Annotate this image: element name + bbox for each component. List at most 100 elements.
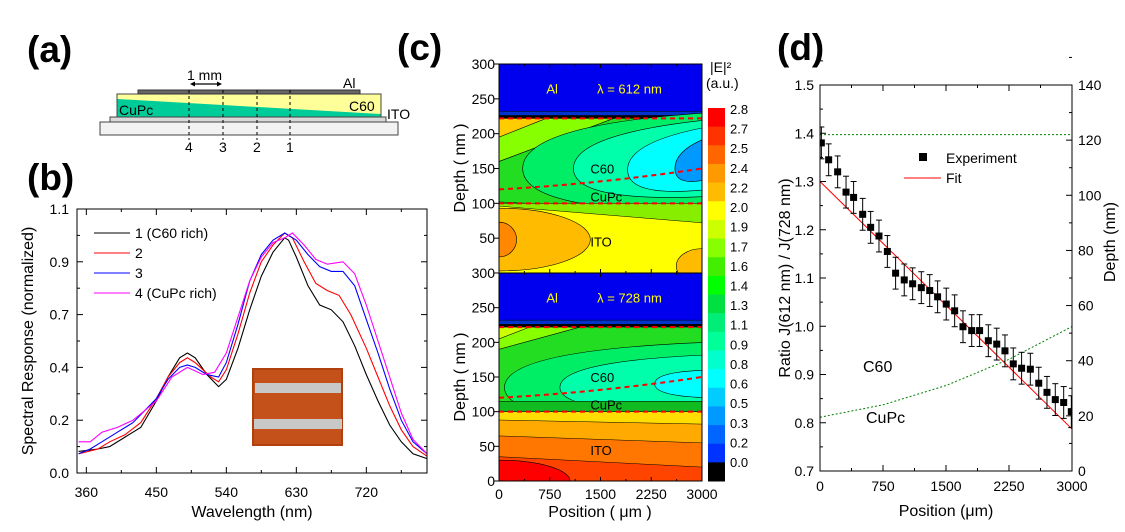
experiment-point — [934, 293, 942, 301]
d-plot-frame — [819, 84, 1073, 472]
legend-experiment-label: Experiment — [946, 150, 1017, 166]
colorbar-tick-label: 0.8 — [730, 357, 748, 372]
colorbar-band — [708, 294, 725, 314]
colorbar-tick-label: 2.0 — [730, 200, 748, 215]
colorbar-tick-label: 0.2 — [730, 435, 748, 450]
colorbar-unit: (a.u.) — [706, 75, 739, 91]
c60-cupc-interface-line — [499, 376, 702, 399]
map-612nm — [499, 64, 702, 273]
d-y-tick-label: 1.3 — [795, 174, 815, 190]
experiment-point — [1009, 360, 1017, 368]
map-top-ito-label: ITO — [590, 235, 611, 250]
ratio-chart: Ratio J(612 nm) / J(728 nm) Depth (nm) P… — [777, 56, 1119, 520]
colorbar-band — [708, 462, 725, 482]
colorbar-tick-label: 1.7 — [730, 239, 748, 254]
photo-film — [254, 370, 341, 444]
c-y-tick-label: 100 — [472, 195, 496, 211]
d-x-axis-label: Position (μm) — [899, 503, 994, 520]
position-4-label: 4 — [185, 139, 193, 155]
colorbar-tick-label: 1.1 — [730, 318, 748, 333]
colorbar-band — [708, 238, 725, 258]
d-y-tick-label: 0.7 — [795, 463, 815, 479]
panel-label-a: (a) — [27, 29, 72, 70]
position-2-label: 2 — [253, 139, 261, 155]
c-y-tick-label: 100 — [472, 404, 496, 420]
c-x-tick-label: 750 — [538, 486, 562, 502]
colorbar-tick-label: 1.9 — [730, 220, 748, 235]
colorbar-tick-label: 0.9 — [730, 337, 748, 352]
arrow-head-right-icon — [217, 81, 222, 87]
c60-label: C60 — [349, 98, 375, 114]
d-y2-tick-label: 100 — [1078, 187, 1102, 203]
contour-band — [499, 118, 547, 138]
legend-label-3: 3 — [135, 265, 143, 281]
d-x-tick-label: 3000 — [1056, 478, 1087, 494]
map-top-c60-label: C60 — [590, 162, 614, 177]
colorbar-tick-label: 0.0 — [730, 455, 748, 470]
map-bottom-ito-label: ITO — [590, 443, 611, 458]
c-x-axis-label: Position ( μm ) — [548, 504, 651, 521]
colorbar-band — [708, 108, 725, 128]
c60-cupc-interface-line — [499, 167, 702, 191]
c-y-tick-label: 0 — [487, 473, 495, 489]
experiment-point — [820, 139, 825, 147]
d-y2-tick-label: 140 — [1078, 77, 1102, 93]
device-schematic: 1 mm Al C60 CuPc ITO 4 3 2 1 — [99, 67, 410, 155]
experiment-point — [942, 300, 950, 308]
colorbar-band — [708, 201, 725, 221]
contour-band — [499, 326, 530, 340]
colorbar-tick-label: 1.6 — [730, 259, 748, 274]
experiment-point — [993, 340, 1001, 348]
experiment-point — [909, 280, 917, 288]
colorbar-band — [708, 313, 725, 333]
experiment-point — [951, 307, 959, 315]
c-x-tick-label: 0 — [495, 486, 503, 502]
colorbar-band — [708, 443, 725, 463]
d-y-tick-label: 1.5 — [795, 77, 815, 93]
arrow-head-left-icon — [190, 81, 195, 87]
b-y-tick-label: 1.1 — [50, 201, 70, 217]
d-y-tick-label: 1.0 — [795, 318, 815, 334]
c-y-tick-label: 250 — [472, 300, 496, 316]
colorbar-band — [708, 331, 725, 351]
colorbar-band — [708, 275, 725, 295]
c60-cupc-interface-depth-line — [820, 326, 1072, 418]
experiment-point — [1018, 364, 1026, 372]
colorbar-band — [708, 406, 725, 426]
legend-label-1: 1 (C60 rich) — [135, 225, 208, 241]
colorbar-tick-label: 0.5 — [730, 396, 748, 411]
d-x-tick-label: 0 — [816, 478, 824, 494]
b-x-tick-label: 720 — [355, 484, 379, 500]
colorbar-band — [708, 425, 725, 445]
b-y-tick-label: 0.9 — [50, 254, 70, 270]
legend-experiment-marker — [919, 153, 927, 161]
d-plot-area — [820, 126, 1072, 430]
experiment-point — [1060, 398, 1068, 406]
colorbar-band — [708, 219, 725, 240]
d-y-tick-label: 1.4 — [795, 125, 815, 141]
experiment-point — [959, 323, 967, 331]
d-y2-tick-label: 80 — [1078, 242, 1094, 258]
c-x-tick-label: 3000 — [686, 486, 717, 502]
series-line-4 — [78, 232, 428, 455]
legend-label-2: 2 — [135, 245, 143, 261]
d-x-tick-label: 750 — [871, 478, 895, 494]
experiment-point — [1043, 388, 1051, 396]
c-y-tick-label: 150 — [472, 369, 496, 385]
d-c60-label: C60 — [863, 359, 892, 376]
colorbar-band — [708, 126, 725, 146]
legend-label-4: 4 (CuPc rich) — [135, 285, 217, 301]
colorbar-band — [708, 163, 725, 184]
al-interface-band — [499, 111, 702, 116]
colorbar-band — [708, 369, 725, 389]
d-y2-tick-label: 40 — [1078, 353, 1094, 369]
d-x-tick-label: 2250 — [993, 478, 1024, 494]
map-bottom-wavelength-label: λ = 728 nm — [597, 290, 662, 305]
photo-electrode-1 — [255, 383, 341, 393]
panel-label-b: (b) — [27, 157, 74, 198]
al-electrode — [137, 89, 361, 95]
b-x-tick-label: 540 — [215, 484, 239, 500]
b-x-axis-label: Wavelength (nm) — [191, 504, 312, 521]
scale-label: 1 mm — [187, 67, 222, 83]
